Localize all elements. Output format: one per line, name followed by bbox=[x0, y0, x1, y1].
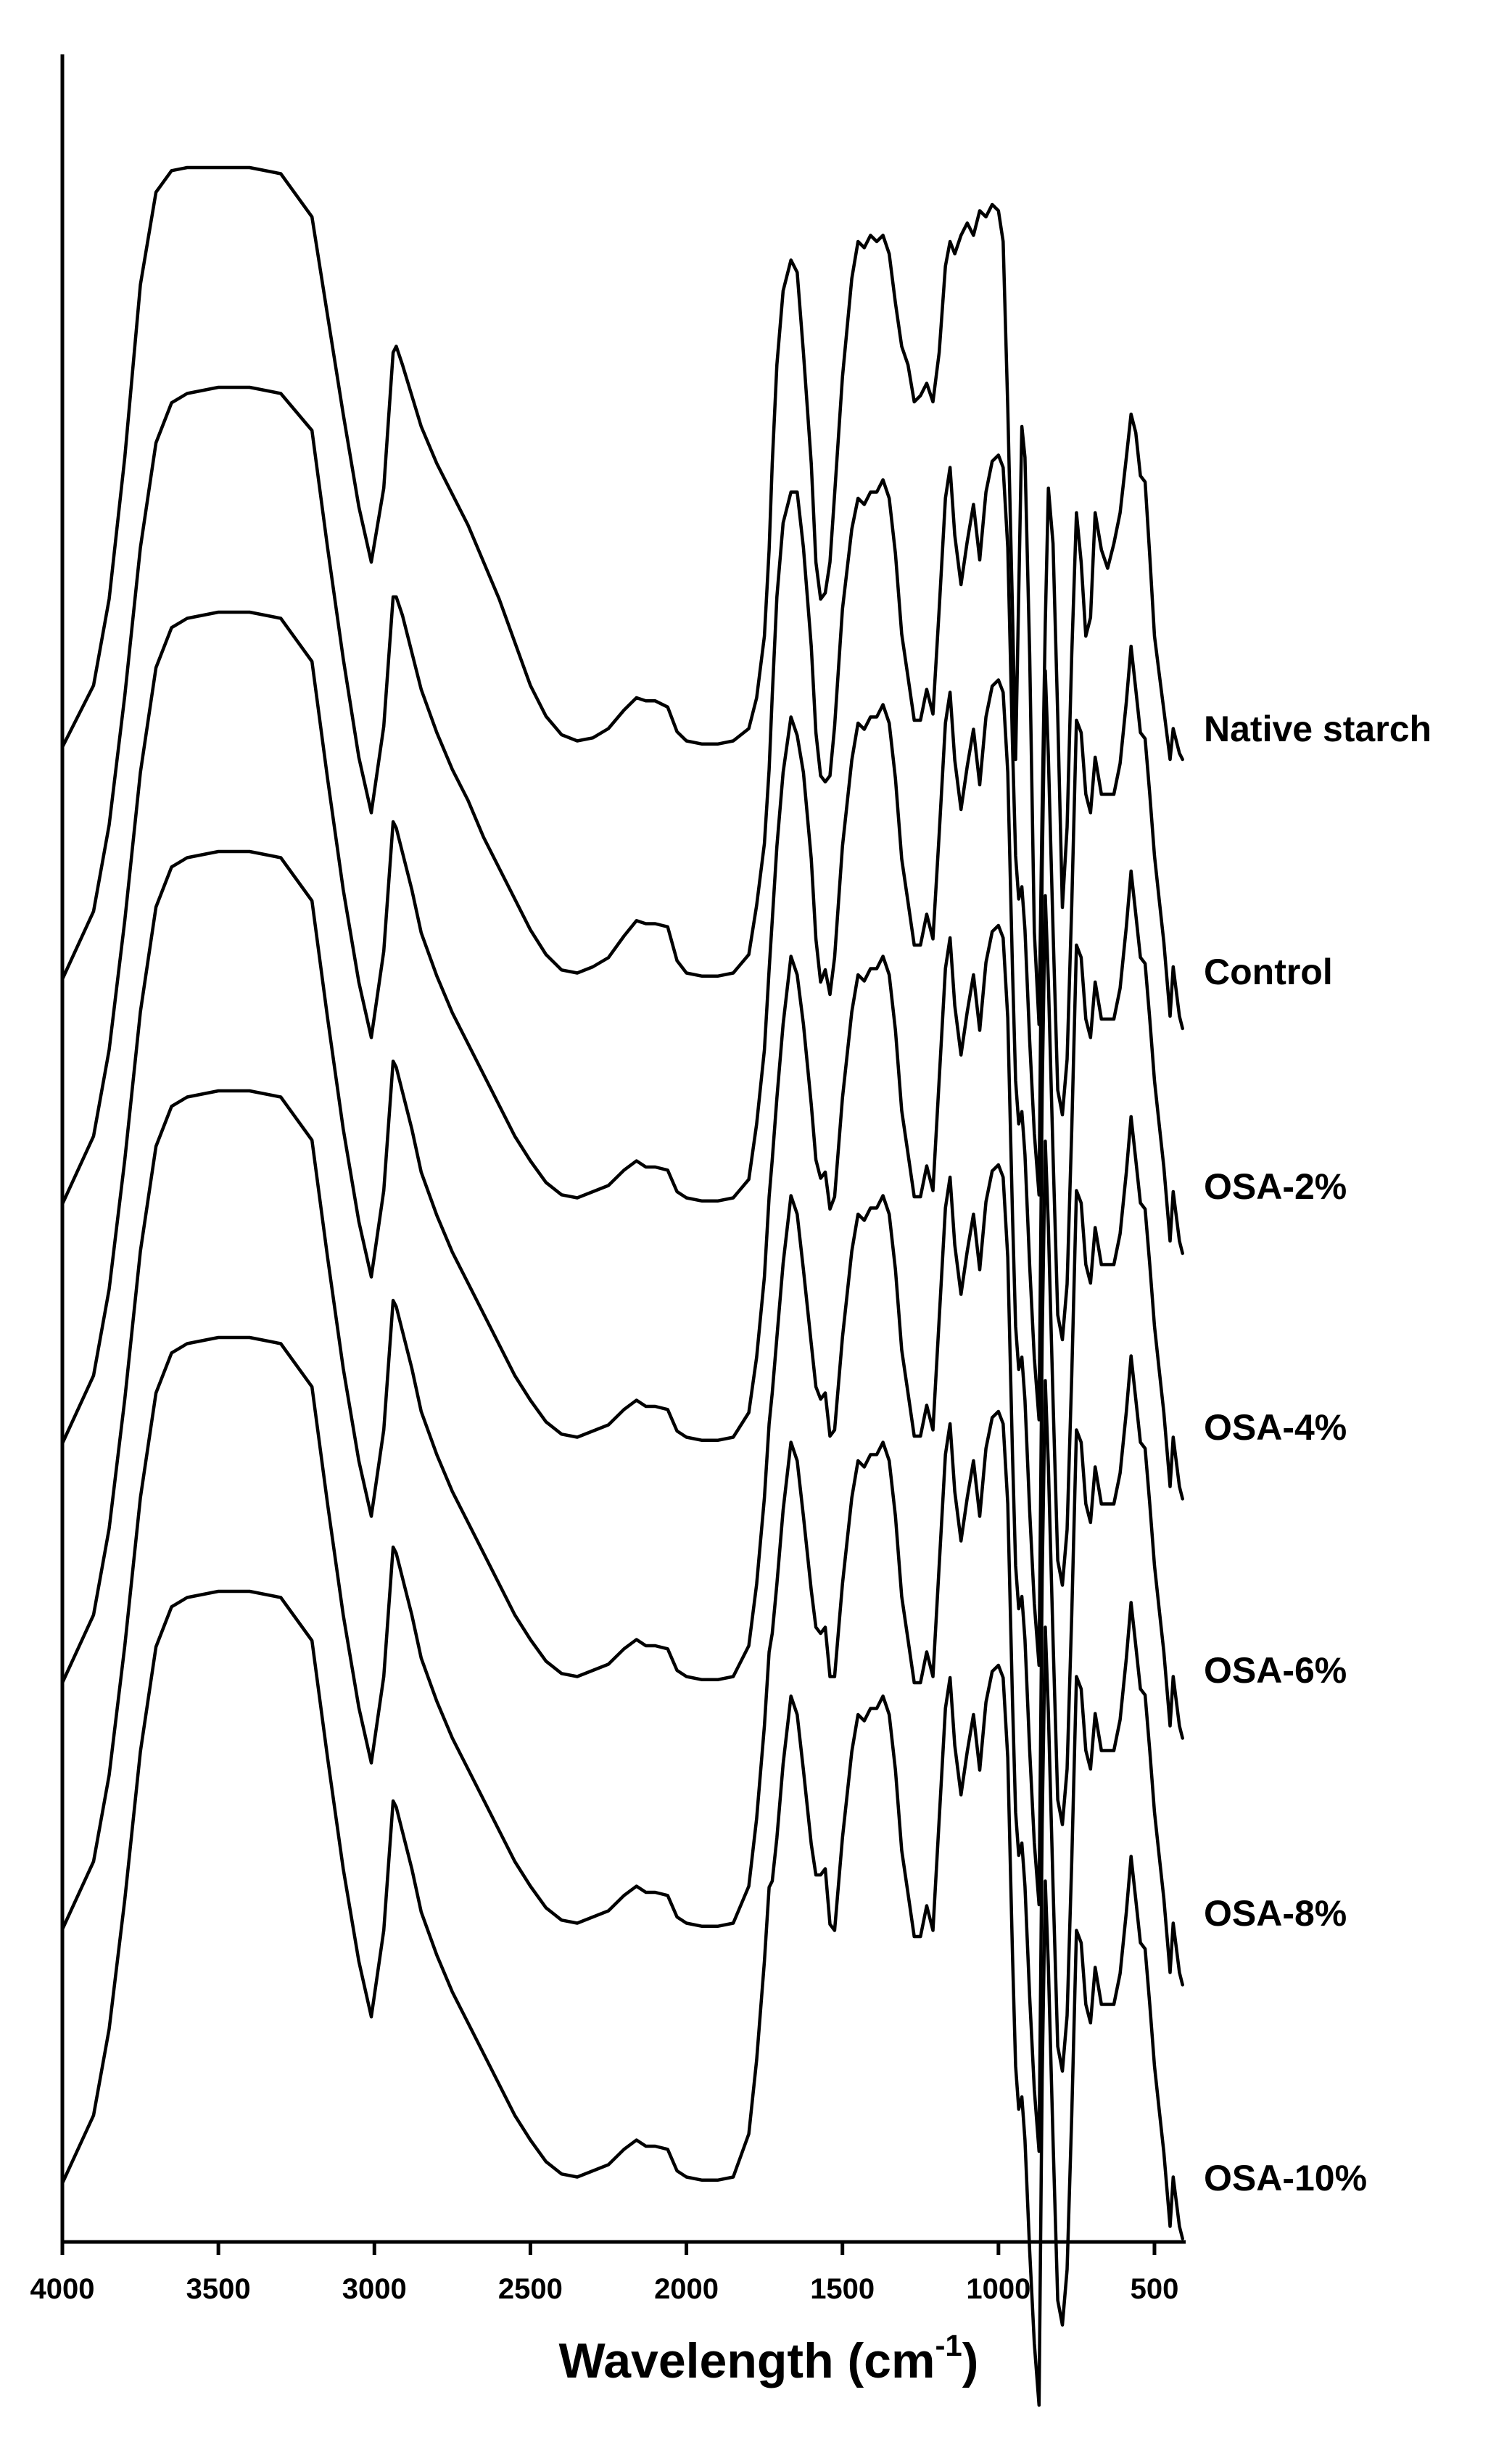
x-axis-title-superscript: -1 bbox=[935, 2328, 962, 2362]
x-tick-label: 4000 bbox=[30, 2273, 95, 2305]
series-labels: Native starch Control OSA-2% OSA-4% OSA-6% OS… bbox=[1204, 709, 1432, 2198]
spectra-traces bbox=[60, 165, 1184, 2407]
x-axis-ticks: 4000 3500 3000 2500 2000 1500 1000 500 bbox=[30, 2242, 1179, 2305]
x-tick-label: 1000 bbox=[966, 2273, 1030, 2305]
x-tick-label: 2500 bbox=[498, 2273, 563, 2305]
x-axis-title-text: Wavelength (cm bbox=[559, 2333, 935, 2388]
x-axis-title: Wavelength (cm-1) bbox=[559, 2328, 979, 2388]
series-label: OSA-8% bbox=[1204, 1893, 1347, 1934]
x-tick-label: 3000 bbox=[342, 2273, 407, 2305]
x-tick-label: 3500 bbox=[186, 2273, 251, 2305]
series-label: Native starch bbox=[1204, 709, 1432, 749]
x-tick-label: 500 bbox=[1131, 2273, 1179, 2305]
series-label: OSA-10% bbox=[1204, 2158, 1367, 2198]
spectrum-trace bbox=[60, 610, 1184, 1422]
spectrum-trace bbox=[60, 165, 1184, 1026]
spectrum-trace bbox=[60, 1589, 1184, 2407]
spectrum-trace bbox=[60, 385, 1184, 1197]
series-label: OSA-4% bbox=[1204, 1407, 1347, 1448]
x-tick-label: 2000 bbox=[654, 2273, 719, 2305]
series-label: OSA-6% bbox=[1204, 1650, 1347, 1691]
x-tick-label: 1500 bbox=[810, 2273, 875, 2305]
series-label: Control bbox=[1204, 952, 1333, 992]
spectrum-trace bbox=[60, 1089, 1184, 1907]
spectrum-trace bbox=[60, 1335, 1184, 2153]
x-axis-title-close: ) bbox=[962, 2333, 979, 2388]
spectrum-trace bbox=[60, 849, 1184, 1667]
series-label: OSA-2% bbox=[1204, 1166, 1347, 1207]
